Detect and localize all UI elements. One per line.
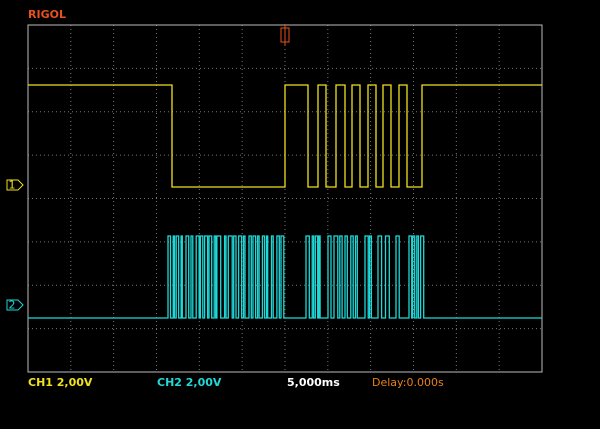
ch2-marker: 2 [6, 299, 24, 312]
brand: RIGOL [28, 8, 66, 21]
ch1-scale: CH1 2,00V [28, 376, 93, 389]
ch1-marker-shape [6, 179, 24, 191]
ch2-marker-label: 2 [9, 299, 16, 312]
trigger-marker [280, 24, 290, 46]
ch1-trace [28, 84, 542, 188]
timebase: 5,000ms [287, 376, 340, 389]
ch1-marker-label: 1 [9, 179, 16, 192]
delay: Delay:0.000s [372, 376, 444, 389]
ch2-trace [28, 235, 542, 319]
ch1-marker: 1 [6, 179, 24, 192]
ch2-scale: CH2 2,00V [157, 376, 222, 389]
ch2-marker-shape [6, 299, 24, 311]
